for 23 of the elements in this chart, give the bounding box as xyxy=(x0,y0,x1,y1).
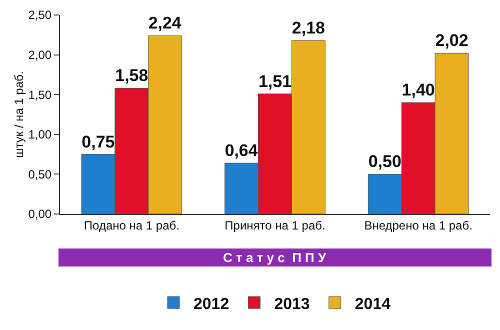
data-label: 1,58 xyxy=(115,66,148,86)
data-label: 1,51 xyxy=(258,72,292,91)
y-tick-label: 0,50 xyxy=(28,167,52,182)
data-label: 1,40 xyxy=(402,80,435,100)
data-label: 0,75 xyxy=(82,132,115,152)
x-axis-title: С т а т у с П П У xyxy=(222,250,327,265)
y-axis-title: штук / на 1 раб. xyxy=(12,71,26,158)
data-label: 2,18 xyxy=(292,18,325,38)
y-tick-label: 2,00 xyxy=(28,48,52,62)
y-tick-label: 2,50 xyxy=(28,8,52,22)
legend-label: 2014 xyxy=(354,296,391,313)
x-tick-label: Подано на 1 раб. xyxy=(84,218,180,232)
data-label: 0,50 xyxy=(368,152,402,172)
x-tick-label: Принято на 1 раб. xyxy=(224,218,326,232)
data-label: 2,02 xyxy=(435,31,468,50)
legend-label: 2012 xyxy=(194,296,230,313)
data-label: 0,64 xyxy=(224,141,258,160)
y-tick-label: 1,50 xyxy=(28,88,52,102)
y-tick-label: 1,00 xyxy=(28,128,52,142)
x-tick-label: Внедрено на 1 раб. xyxy=(364,218,472,232)
data-label: 2,24 xyxy=(148,14,182,33)
legend-label: 2013 xyxy=(274,296,310,313)
y-tick-label: 0,00 xyxy=(28,207,52,222)
